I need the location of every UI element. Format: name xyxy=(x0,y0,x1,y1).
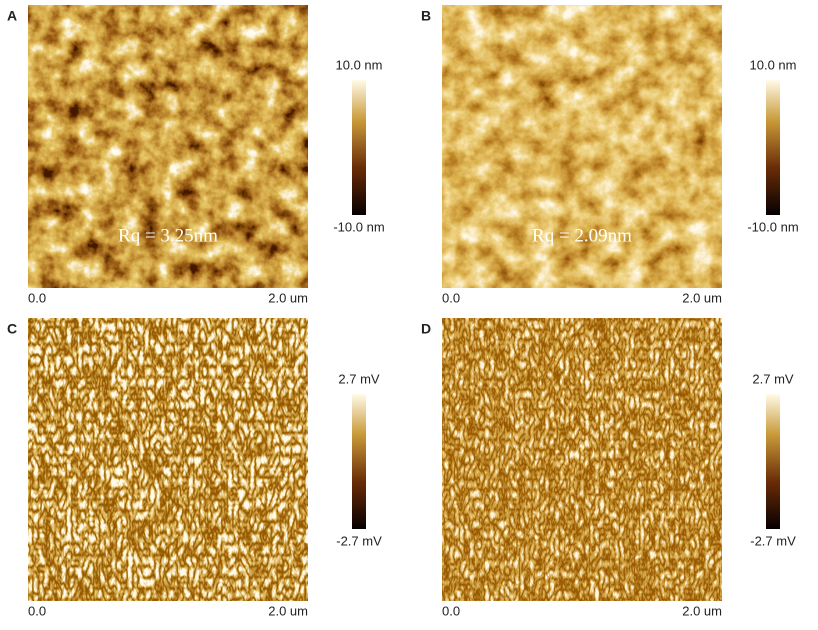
scale-min: -2.7 mV xyxy=(750,533,796,548)
panel-label: B xyxy=(421,8,431,24)
x-start: 0.0 xyxy=(442,603,460,618)
panel-label: C xyxy=(7,321,17,337)
x-end: 2.0 um xyxy=(268,290,308,305)
panel-label: D xyxy=(421,321,431,337)
x-start: 0.0 xyxy=(28,290,46,305)
x-end: 2.0 um xyxy=(268,603,308,618)
afm-image xyxy=(28,5,308,288)
scale-min: -10.0 nm xyxy=(333,219,384,234)
scale-max: 2.7 mV xyxy=(752,371,794,386)
afm-image xyxy=(442,318,722,601)
color-bar xyxy=(352,394,366,529)
scale-min: -10.0 nm xyxy=(747,219,798,234)
x-end: 2.0 um xyxy=(682,603,722,618)
afm-image xyxy=(442,5,722,288)
color-bar xyxy=(352,80,366,215)
panel-label: A xyxy=(7,8,17,24)
scale-min: -2.7 mV xyxy=(336,533,382,548)
x-start: 0.0 xyxy=(28,603,46,618)
color-bar xyxy=(766,80,780,215)
scale-max: 10.0 nm xyxy=(750,57,797,72)
x-end: 2.0 um xyxy=(682,290,722,305)
roughness-annotation: Rq = 2.09nm xyxy=(532,225,632,246)
scale-max: 2.7 mV xyxy=(338,371,380,386)
afm-image xyxy=(28,318,308,601)
scale-max: 10.0 nm xyxy=(336,57,383,72)
roughness-annotation: Rq = 3.25nm xyxy=(118,225,218,246)
x-start: 0.0 xyxy=(442,290,460,305)
color-bar xyxy=(766,394,780,529)
